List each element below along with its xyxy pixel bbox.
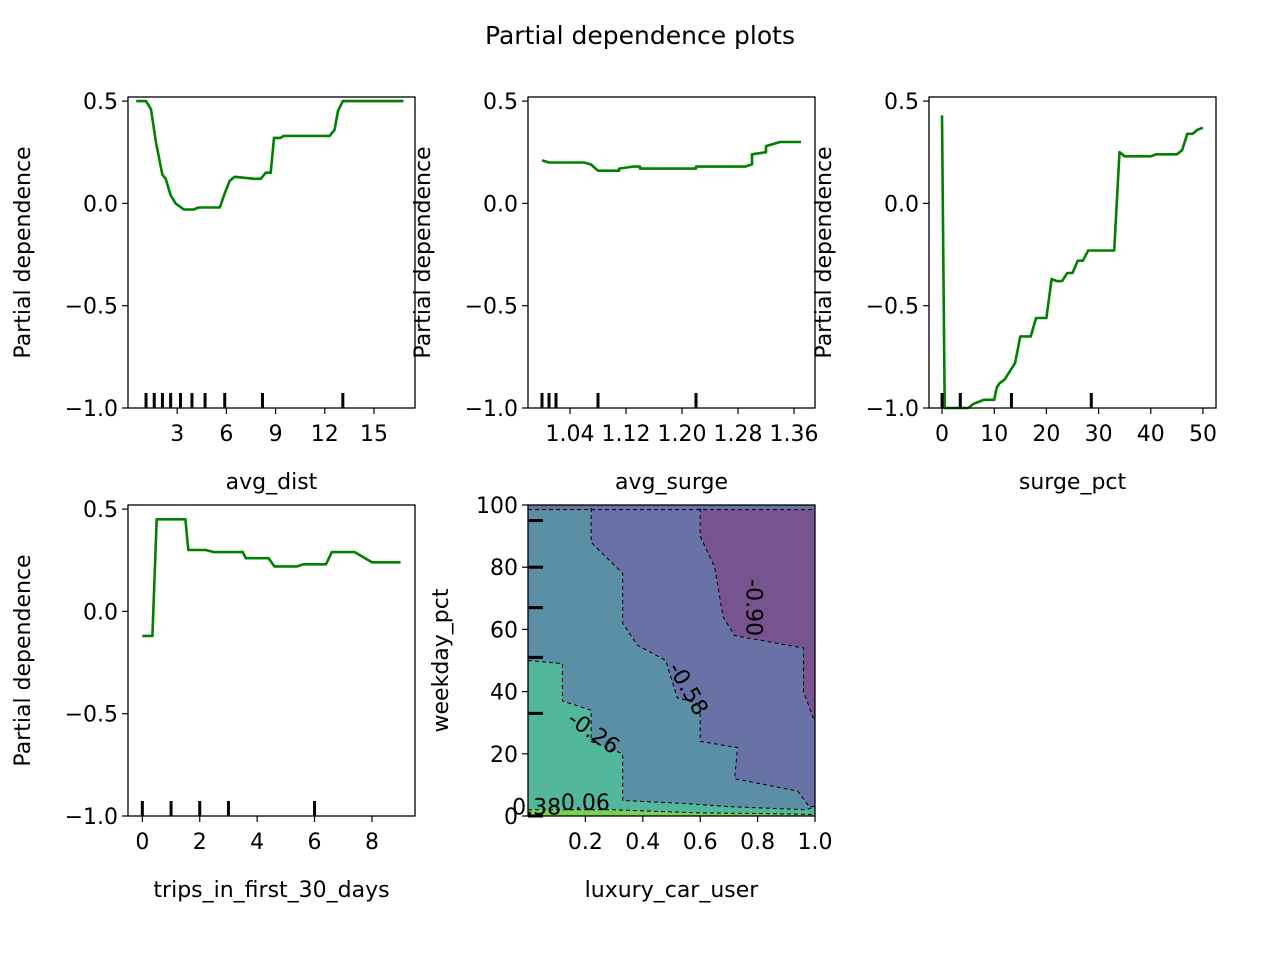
x-tick-label: 3 (170, 422, 184, 447)
x-tick-label: 1.04 (546, 422, 595, 447)
x-tick-label: 9 (269, 422, 283, 447)
panel-avg_dist: 3 6 9 12 15 0.5 0.0 −0.5 −1.0 avg_dist Partial dep… (11, 90, 416, 495)
axes-frame (527, 96, 816, 409)
y-tick-label: 0.0 (884, 192, 919, 217)
y-tick-label: 0.0 (483, 192, 518, 217)
x-tick-label: 0 (935, 422, 949, 447)
contour-line (699, 508, 816, 723)
y-axis-label: weekday_pct (429, 588, 454, 732)
y-tick-label: −1.0 (65, 805, 118, 830)
x-axis-label: surge_pct (1019, 470, 1127, 495)
contour-line (527, 660, 816, 811)
axes-frame (127, 96, 416, 409)
figure-title: Partial dependence plots (485, 21, 795, 50)
y-tick-label: 0.5 (83, 90, 118, 115)
axes-frame (928, 96, 1217, 409)
x-tick-label: 8 (365, 830, 379, 855)
x-tick-label: 4 (250, 830, 264, 855)
contour-label: 0.38 (512, 796, 561, 821)
pd-line-avg_surge (541, 140, 801, 172)
x-tick-label: 12 (311, 422, 339, 447)
contour-line (528, 809, 816, 815)
x-tick-label: 0.6 (683, 830, 718, 855)
x-tick-label: 2 (193, 830, 207, 855)
y-tick-label: −1.0 (866, 397, 919, 422)
y-tick-label: 40 (490, 681, 518, 706)
contour-line (590, 508, 815, 808)
x-tick-label: 0.8 (740, 830, 775, 855)
x-tick-label: 10 (980, 422, 1008, 447)
contour-label: -0.90 (741, 579, 766, 636)
x-tick-label: 0.4 (625, 830, 660, 855)
y-tick-label: 0.5 (884, 90, 919, 115)
y-tick-label: 0 (504, 805, 518, 830)
y-axis-label: Partial dependence (11, 554, 36, 766)
pd-line-surge_pct (940, 115, 1204, 410)
contour-band--0.90 (700, 508, 815, 723)
panel-surge_pct: 0 10 20 30 40 50 0.5 0.0 −0.5 −1.0 surge_pct Partia… (812, 90, 1217, 495)
y-tick-label: 0.5 (83, 498, 118, 523)
y-tick-label: −0.5 (65, 295, 118, 320)
y-tick-label: −1.0 (465, 397, 518, 422)
contour-band--0.26 (528, 508, 815, 810)
y-tick-label: 0.0 (83, 600, 118, 625)
x-axis-label: avg_dist (226, 470, 318, 495)
y-tick-label: 0.0 (83, 192, 118, 217)
y-axis-label: Partial dependence (411, 146, 436, 358)
y-axis-label: Partial dependence (812, 146, 837, 358)
x-axis-label: luxury_car_user (585, 878, 760, 903)
panel-luxury_car_user_weekday_pct: -0.90-0.58-0.260.060.380.2 0.4 0.6 0.8 1.002… (429, 494, 833, 903)
y-tick-label: −1.0 (65, 397, 118, 422)
axes-frame (527, 504, 816, 817)
x-tick-label: 0 (135, 830, 149, 855)
x-tick-label: 0.2 (568, 830, 603, 855)
x-tick-label: 1.12 (602, 422, 651, 447)
y-axis-label: Partial dependence (11, 146, 36, 358)
pd-line-avg_dist (136, 99, 404, 211)
y-tick-label: −0.5 (866, 295, 919, 320)
y-tick-label: 0.5 (483, 90, 518, 115)
x-tick-label: 30 (1085, 422, 1113, 447)
axes-frame (127, 504, 416, 817)
contour-band-top (528, 505, 815, 510)
x-tick-label: 1.28 (714, 422, 763, 447)
x-tick-label: 1.0 (798, 830, 833, 855)
contour-band-0.38 (528, 809, 815, 816)
panel-avg_surge: 1.04 1.12 1.20 1.28 1.36 0.5 0.0 −0.5 −1.0 avg_su… (411, 90, 818, 495)
contour-band-0.06 (528, 660, 815, 815)
x-tick-label: 6 (308, 830, 322, 855)
x-tick-label: 50 (1189, 422, 1217, 447)
contour-band--0.58 (591, 508, 815, 807)
pd-line-trips_in_first_30_days (142, 517, 401, 638)
y-tick-label: 20 (490, 743, 518, 768)
x-tick-label: 15 (360, 422, 388, 447)
y-tick-label: 100 (476, 494, 518, 519)
x-axis-label: trips_in_first_30_days (153, 878, 389, 903)
x-tick-label: 1.20 (658, 422, 707, 447)
x-tick-label: 1.36 (770, 422, 819, 447)
x-tick-label: 40 (1137, 422, 1165, 447)
x-axis-label: avg_surge (615, 470, 728, 495)
x-tick-label: 20 (1032, 422, 1060, 447)
y-tick-label: −0.5 (465, 295, 518, 320)
contour-label: 0.06 (561, 791, 610, 816)
y-tick-label: 80 (490, 556, 518, 581)
y-tick-label: 60 (490, 618, 518, 643)
y-tick-label: −0.5 (65, 703, 118, 728)
panel-trips_in_first_30_days: 0 2 4 6 8 0.5 0.0 −0.5 −1.0 trips_in_first_30_day… (11, 498, 416, 903)
x-tick-label: 6 (219, 422, 233, 447)
